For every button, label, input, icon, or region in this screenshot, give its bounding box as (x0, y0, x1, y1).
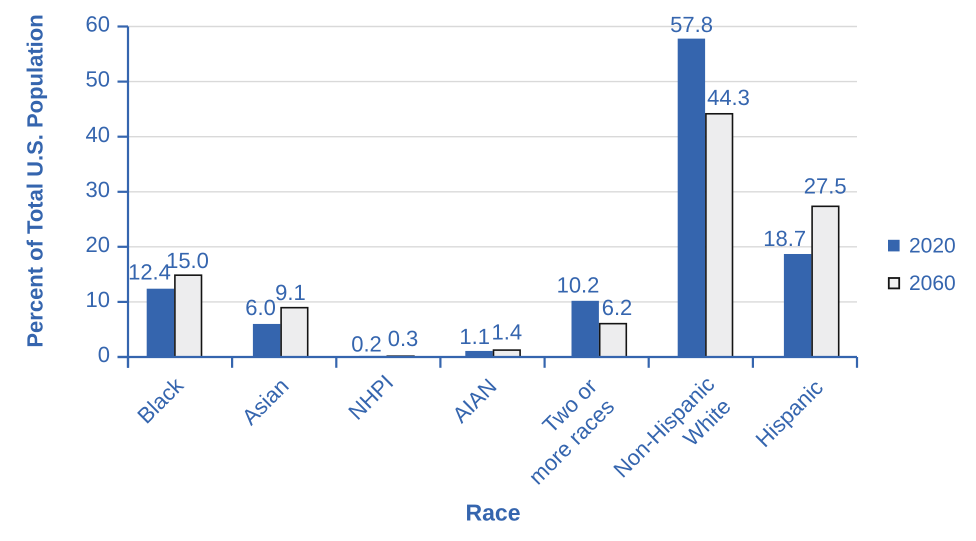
svg-text:30: 30 (86, 177, 110, 202)
svg-text:9.1: 9.1 (275, 280, 306, 305)
svg-text:2060: 2060 (909, 272, 956, 295)
svg-text:60: 60 (86, 12, 110, 37)
svg-text:1.4: 1.4 (492, 319, 523, 344)
svg-text:2020: 2020 (909, 235, 956, 258)
svg-text:10: 10 (86, 287, 110, 312)
svg-text:0.3: 0.3 (388, 326, 419, 351)
svg-text:12.4: 12.4 (128, 260, 171, 285)
svg-text:0.2: 0.2 (351, 332, 382, 357)
svg-text:0: 0 (98, 342, 110, 367)
svg-text:20: 20 (86, 232, 110, 257)
svg-text:1.1: 1.1 (459, 324, 490, 349)
svg-text:40: 40 (86, 122, 110, 147)
svg-text:44.3: 44.3 (707, 85, 750, 110)
svg-text:10.2: 10.2 (557, 273, 600, 298)
svg-text:6.0: 6.0 (245, 295, 276, 320)
svg-text:Race: Race (466, 499, 521, 525)
svg-text:15.0: 15.0 (166, 248, 209, 273)
svg-text:57.8: 57.8 (670, 12, 713, 37)
svg-text:50: 50 (86, 67, 110, 92)
svg-text:Percent of Total U.S. Populati: Percent of Total U.S. Population (23, 14, 48, 347)
svg-text:18.7: 18.7 (763, 226, 806, 251)
svg-text:6.2: 6.2 (602, 295, 633, 320)
svg-text:27.5: 27.5 (804, 173, 847, 198)
